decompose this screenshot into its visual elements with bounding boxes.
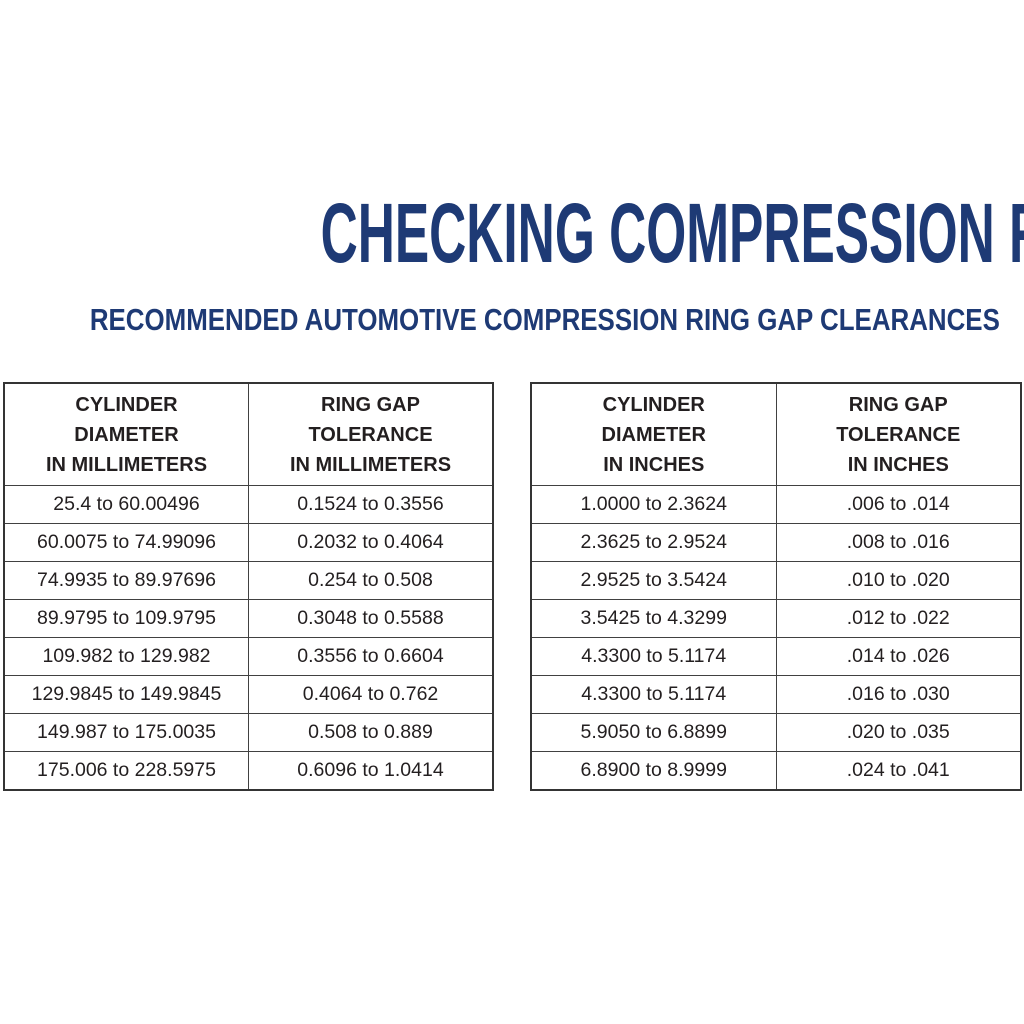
metric-table: CYLINDER DIAMETER IN MILLIMETERS RING GA… xyxy=(3,382,494,791)
table-cell: 4.3300 to 5.1174 xyxy=(530,637,777,676)
page-title: CHECKING COMPRESSION RING GAPS xyxy=(0,0,1024,280)
inch-table-body: 1.0000 to 2.3624.006 to .014 2.3625 to 2… xyxy=(530,485,1022,791)
metric-table-header: CYLINDER DIAMETER IN MILLIMETERS RING GA… xyxy=(3,382,494,486)
table-cell: 4.3300 to 5.1174 xyxy=(530,675,777,714)
table-cell: 0.2032 to 0.4064 xyxy=(248,523,494,562)
header-line: CYLINDER xyxy=(75,393,178,416)
header-row: CYLINDER DIAMETER IN INCHES RING GAP TOL… xyxy=(530,382,1022,486)
table-cell: 0.508 to 0.889 xyxy=(248,713,494,752)
table-row: 3.5425 to 4.3299.012 to .022 xyxy=(530,599,1022,638)
header-line: RING GAP xyxy=(321,393,420,416)
tables-row: CYLINDER DIAMETER IN MILLIMETERS RING GA… xyxy=(0,382,1024,791)
page-subtitle: RECOMMENDED AUTOMOTIVE COMPRESSION RING … xyxy=(0,304,1024,335)
header-line: IN MILLIMETERS xyxy=(289,453,452,476)
table-cell: 0.1524 to 0.3556 xyxy=(248,485,494,524)
inch-table-header: CYLINDER DIAMETER IN INCHES RING GAP TOL… xyxy=(530,382,1022,486)
table-cell: 89.9795 to 109.9795 xyxy=(3,599,249,638)
table-cell: 0.4064 to 0.762 xyxy=(248,675,494,714)
table-cell: 175.006 to 228.5975 xyxy=(3,751,249,791)
table-cell: 60.0075 to 74.99096 xyxy=(3,523,249,562)
header-cell-ring-gap-tolerance-mm: RING GAP TOLERANCE IN MILLIMETERS xyxy=(248,382,494,486)
metric-table-body: 25.4 to 60.00496 0.1524 to 0.3556 60.0075… xyxy=(3,485,494,791)
header-line: TOLERANCE xyxy=(836,423,961,446)
table-row: 25.4 to 60.00496 0.1524 to 0.3556 xyxy=(3,485,494,524)
table-row: 4.3300 to 5.1174.014 to .026 xyxy=(530,637,1022,676)
header-line: IN INCHES xyxy=(603,453,705,476)
table-cell: 6.8900 to 8.9999 xyxy=(530,751,777,791)
table-cell: .020 to .035 xyxy=(775,713,1022,752)
table-cell: 25.4 to 60.00496 xyxy=(3,485,249,524)
table-cell: 3.5425 to 4.3299 xyxy=(530,599,777,638)
table-row: 6.8900 to 8.9999.024 to .041 xyxy=(530,751,1022,791)
table-cell: .012 to .022 xyxy=(775,599,1022,638)
header-line: DIAMETER xyxy=(74,423,179,446)
table-cell: 0.3048 to 0.5588 xyxy=(248,599,494,638)
header-line: IN MILLIMETERS xyxy=(45,453,208,476)
table-cell: 0.6096 to 1.0414 xyxy=(248,751,494,791)
table-row: 89.9795 to 109.9795 0.3048 to 0.5588 xyxy=(3,599,494,638)
inch-table: CYLINDER DIAMETER IN INCHES RING GAP TOL… xyxy=(530,382,1022,791)
table-cell: .014 to .026 xyxy=(775,637,1022,676)
table-cell: 0.3556 to 0.6604 xyxy=(248,637,494,676)
table-cell: .010 to .020 xyxy=(775,561,1022,600)
header-cell-cylinder-diameter-mm: CYLINDER DIAMETER IN MILLIMETERS xyxy=(3,382,249,486)
table-row: 2.9525 to 3.5424.010 to .020 xyxy=(530,561,1022,600)
table-cell: .008 to .016 xyxy=(775,523,1022,562)
table-row: 60.0075 to 74.99096 0.2032 to 0.4064 xyxy=(3,523,494,562)
table-cell: 2.3625 to 2.9524 xyxy=(530,523,777,562)
header-line: IN INCHES xyxy=(847,453,949,476)
header-line: RING GAP xyxy=(848,393,948,416)
header-line: CYLINDER xyxy=(602,393,705,416)
table-row: 175.006 to 228.5975 0.6096 to 1.0414 xyxy=(3,751,494,791)
page-title-text: CHECKING COMPRESSION RING GAPS xyxy=(320,186,1024,280)
table-row: 1.0000 to 2.3624.006 to .014 xyxy=(530,485,1022,524)
table-cell: .016 to .030 xyxy=(775,675,1022,714)
table-row: 74.9935 to 89.97696 0.254 to 0.508 xyxy=(3,561,494,600)
header-row: CYLINDER DIAMETER IN MILLIMETERS RING GA… xyxy=(3,382,494,486)
table-row: 129.9845 to 149.9845 0.4064 to 0.762 xyxy=(3,675,494,714)
table-row: 5.9050 to 6.8899.020 to .035 xyxy=(530,713,1022,752)
table-cell: 149.987 to 175.0035 xyxy=(3,713,249,752)
table-cell: 1.0000 to 2.3624 xyxy=(530,485,777,524)
table-cell: 2.9525 to 3.5424 xyxy=(530,561,777,600)
table-row: 2.3625 to 2.9524.008 to .016 xyxy=(530,523,1022,562)
table-cell: .024 to .041 xyxy=(775,751,1022,791)
table-cell: 129.9845 to 149.9845 xyxy=(3,675,249,714)
table-cell: 5.9050 to 6.8899 xyxy=(530,713,777,752)
table-cell: 0.254 to 0.508 xyxy=(248,561,494,600)
table-row: 149.987 to 175.0035 0.508 to 0.889 xyxy=(3,713,494,752)
header-line: TOLERANCE xyxy=(308,423,433,446)
header-cell-ring-gap-tolerance-inches: RING GAP TOLERANCE IN INCHES xyxy=(775,382,1022,486)
header-line: DIAMETER xyxy=(601,423,706,446)
table-cell: .006 to .014 xyxy=(775,485,1022,524)
table-cell: 74.9935 to 89.97696 xyxy=(3,561,249,600)
table-row: 4.3300 to 5.1174.016 to .030 xyxy=(530,675,1022,714)
page-subtitle-text: RECOMMENDED AUTOMOTIVE COMPRESSION RING … xyxy=(89,302,1000,337)
table-row: 109.982 to 129.982 0.3556 to 0.6604 xyxy=(3,637,494,676)
table-cell: 109.982 to 129.982 xyxy=(3,637,249,676)
header-cell-cylinder-diameter-inches: CYLINDER DIAMETER IN INCHES xyxy=(530,382,777,486)
